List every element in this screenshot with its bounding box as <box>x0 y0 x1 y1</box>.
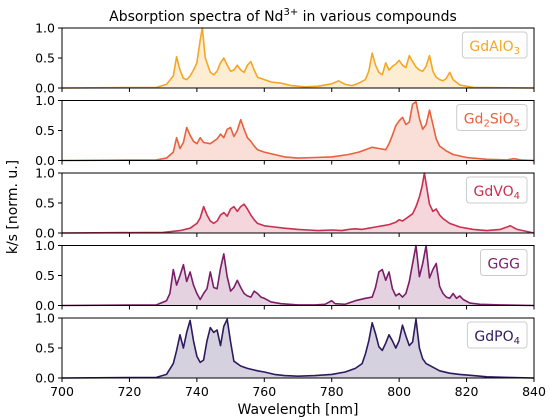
legend-text-base: GdAlO <box>469 39 513 55</box>
legend-label-GdAlO3: GdAlO3 <box>469 39 520 57</box>
line-GGG <box>61 244 535 307</box>
line-Gd2SiO5 <box>61 100 535 162</box>
line-GdVO4 <box>61 172 535 234</box>
y-tick-label: 0.5 <box>35 268 55 283</box>
line-GdAlO3 <box>61 27 535 89</box>
legend-text: GGG <box>487 257 520 273</box>
area-GGG <box>62 245 534 306</box>
y-tick-label: 0.0 <box>35 153 55 168</box>
legend-box-Gd2SiO5 <box>456 104 528 131</box>
legend-text-base: GdVO <box>474 184 514 200</box>
legend-text-subscript: 2 <box>483 119 489 130</box>
legend-text-middle: SiO <box>490 112 514 128</box>
x-tick-label: 820 <box>455 384 479 399</box>
legend-box-GdPO4 <box>466 321 528 349</box>
y-tick-label: 0.0 <box>35 226 55 241</box>
y-tick-label: 0.0 <box>35 371 55 386</box>
legend-box-GdVO4 <box>466 176 528 204</box>
y-tick-label: 0.0 <box>35 298 55 313</box>
area-GdAlO3 <box>62 28 534 88</box>
legend-text-subscript: 3 <box>514 46 520 57</box>
x-tick-label: 720 <box>117 384 141 399</box>
y-tick-label: 0.5 <box>35 123 55 138</box>
y-tick-label: 0.0 <box>35 81 55 96</box>
legend-label-GGG: GGG <box>487 257 520 273</box>
panel-GGG: 0.0 0.5 1.0 GGG <box>35 238 535 313</box>
title-superscript: 3+ <box>283 7 298 18</box>
panel-frame <box>61 317 535 379</box>
area-GdVO4 <box>62 173 534 233</box>
x-tick-label: 760 <box>252 384 276 399</box>
y-tick-label: 1.0 <box>35 21 55 36</box>
area-Gd2SiO5 <box>62 101 534 161</box>
x-tick-label: 740 <box>185 384 209 399</box>
panel-frame <box>61 245 535 306</box>
y-tick-label: 0.5 <box>35 196 55 211</box>
x-axis-label: Wavelength [nm] <box>238 402 359 418</box>
panels: 0.0 0.5 1.0 GdAlO3 0.0 0.5 1.0 Gd2SiO5 0.0 0.5 1.0… <box>35 21 535 386</box>
y-tick-label: 0.5 <box>35 51 55 66</box>
legend-text-subscript-2: 5 <box>514 119 520 130</box>
y-axis-label: k/s [norm. u.] <box>5 160 21 254</box>
panel-Gd2SiO5: 0.0 0.5 1.0 Gd2SiO5 <box>35 93 535 168</box>
x-tick-label: 780 <box>320 384 344 399</box>
legend-box-GGG <box>480 249 528 276</box>
y-tick-label: 1.0 <box>35 93 55 108</box>
legend-text-subscript: 4 <box>514 336 520 347</box>
legend-text-subscript: 4 <box>514 191 520 202</box>
chart-title: Absorption spectra of Nd3+ in various co… <box>109 7 457 25</box>
panel-GdPO4: 0.0 0.5 1.0 GdPO4 <box>35 311 535 386</box>
legend-label-GdVO4: GdVO4 <box>474 184 520 202</box>
x-tick-label: 800 <box>387 384 411 399</box>
y-tick-label: 1.0 <box>35 238 55 253</box>
title-tail: in various compounds <box>298 9 457 25</box>
legend-label-Gd2SiO5: Gd2SiO5 <box>464 112 520 130</box>
x-tick-label: 700 <box>50 384 74 399</box>
panel-frame <box>61 172 535 234</box>
legend-label-GdPO4: GdPO4 <box>474 329 520 347</box>
legend-text-base: GdPO <box>474 329 513 345</box>
area-GdPO4 <box>62 319 534 378</box>
legend-box-GdAlO3 <box>461 31 528 59</box>
legend-text-base: Gd <box>464 112 484 128</box>
y-tick-label: 1.0 <box>35 311 55 326</box>
panel-GdVO4: 0.0 0.5 1.0 GdVO4 <box>35 166 535 241</box>
y-tick-label: 1.0 <box>35 166 55 181</box>
panel-GdAlO3: 0.0 0.5 1.0 GdAlO3 <box>35 21 535 96</box>
x-tick-label: 840 <box>522 384 546 399</box>
y-tick-label: 0.5 <box>35 341 55 356</box>
x-axis: 700 720 740 760 780 800 820 840 <box>50 384 546 399</box>
line-GdPO4 <box>61 318 535 379</box>
